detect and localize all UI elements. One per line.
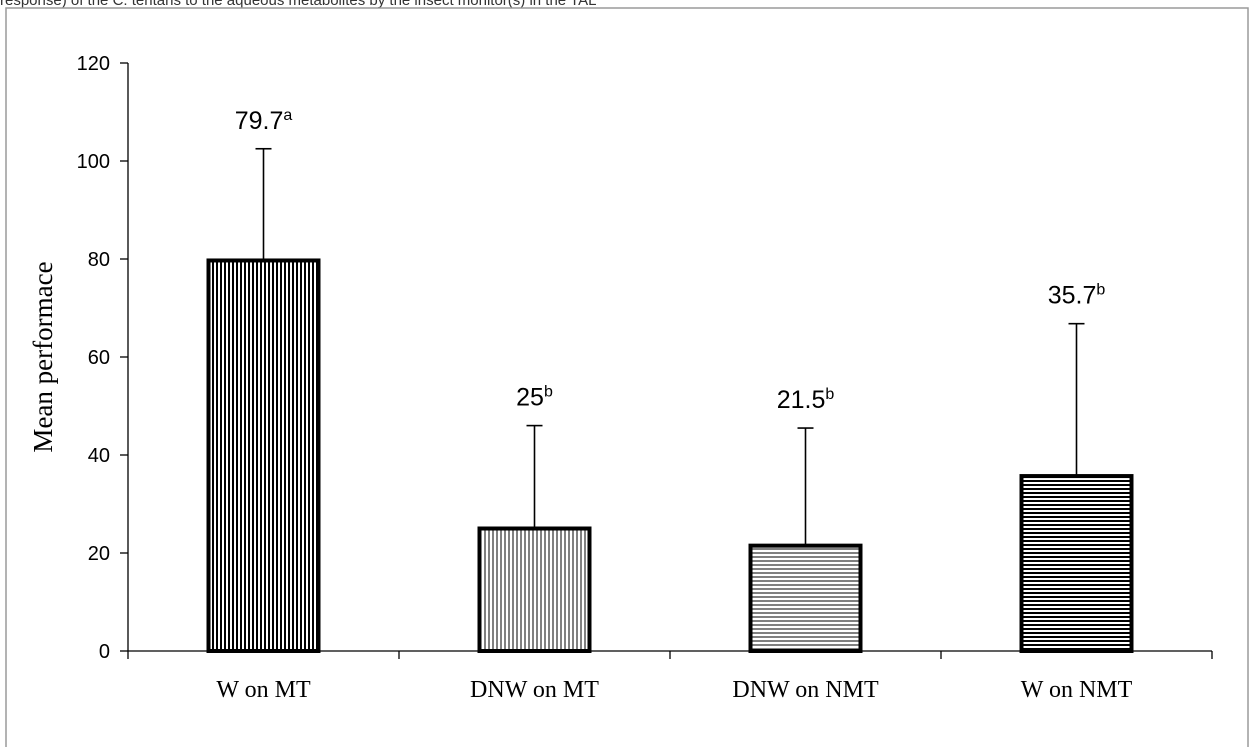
data-label-superscript: b	[544, 384, 553, 401]
y-axis-label: Mean performace	[28, 261, 58, 452]
data-label: 79.7a	[235, 107, 293, 135]
bar	[748, 543, 863, 654]
x-category-label: W on NMT	[1021, 677, 1133, 703]
data-label-value: 25	[516, 384, 544, 412]
data-label-superscript: a	[283, 107, 292, 124]
y-tick-label: 0	[99, 641, 110, 663]
data-label-value: 35.7	[1048, 282, 1097, 310]
y-tick-label: 60	[88, 347, 110, 369]
y-tick-label: 40	[88, 445, 110, 467]
bar	[206, 258, 321, 653]
data-label-superscript: b	[1096, 282, 1105, 299]
y-tick-label: 100	[77, 151, 110, 173]
chart-border	[5, 7, 1249, 747]
bar	[1019, 474, 1134, 653]
bars	[206, 147, 1134, 654]
data-label-value: 21.5	[777, 386, 826, 414]
x-category-label: W on MT	[216, 677, 311, 703]
page-top-text: response) of the C. tentans to the aqueo…	[0, 0, 1253, 8]
y-tick-label: 80	[88, 249, 110, 271]
data-label: 35.7b	[1048, 282, 1106, 310]
data-label-superscript: b	[825, 386, 834, 403]
y-axis: 0 20 40 60 80 100 120	[77, 53, 129, 663]
data-label-value: 79.7	[235, 107, 284, 135]
bar	[477, 526, 592, 653]
data-label: 21.5b	[777, 386, 835, 414]
y-tick-label: 20	[88, 543, 110, 565]
data-label: 25b	[516, 384, 553, 412]
x-axis: W on MT DNW on MT DNW on NMT W on NMT	[127, 650, 1213, 703]
x-category-label: DNW on NMT	[732, 677, 879, 703]
x-category-label: DNW on MT	[470, 677, 599, 703]
y-tick-label: 120	[77, 53, 110, 75]
